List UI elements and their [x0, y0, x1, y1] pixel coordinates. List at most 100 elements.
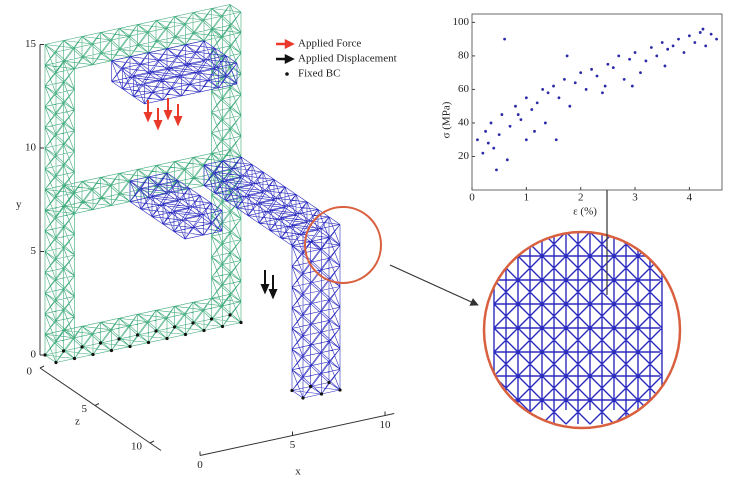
fixed-bc-dot	[73, 357, 76, 360]
scatter-point	[688, 34, 691, 37]
legend-dot	[285, 72, 289, 76]
x-axis-label: ε (%)	[573, 206, 597, 218]
scatter-point	[517, 113, 520, 116]
scatter-point	[585, 88, 588, 91]
scatter-point	[702, 28, 705, 31]
scatter-point	[639, 71, 642, 74]
force-arrow	[145, 100, 151, 120]
scatter-point	[693, 41, 696, 44]
scatter-point	[503, 38, 506, 41]
scatter-point	[500, 113, 503, 116]
scatter-point	[547, 91, 550, 94]
fixed-bc-dot	[338, 388, 341, 391]
fixed-bc-dot	[54, 361, 57, 364]
scatter-point	[677, 38, 680, 41]
scatter-point	[699, 31, 702, 34]
z-tick-label: 5	[82, 403, 88, 415]
legend-label: Applied Displacement	[298, 53, 397, 65]
scatter-point	[672, 44, 675, 47]
fixed-bc-dot	[239, 321, 242, 324]
scatter-point	[555, 138, 558, 141]
scatter-point	[715, 38, 718, 41]
fixed-bc-dot	[320, 392, 323, 395]
y-tick-label: 10	[25, 142, 37, 154]
scatter-point	[596, 75, 599, 78]
scatter-point	[664, 65, 667, 68]
x-tick-label: 3	[632, 192, 638, 204]
scatter-point	[655, 55, 658, 58]
fixed-bc-dot	[202, 329, 205, 332]
y-axis-label: y	[16, 199, 22, 211]
scatter-point	[661, 41, 664, 44]
scatter-point	[506, 158, 509, 161]
scatter-point	[514, 105, 517, 108]
scatter-point	[604, 85, 607, 88]
fixed-bc-dot	[110, 349, 113, 352]
fixed-bc-dot	[210, 317, 213, 320]
scatter-point	[530, 108, 533, 111]
zoom-lines	[494, 232, 662, 424]
z-tick-label: 0	[27, 366, 33, 378]
x-tick-label: 0	[469, 192, 475, 204]
displacement-arrow	[270, 275, 276, 297]
scatter-point	[525, 96, 528, 99]
legend-label: Applied Force	[298, 38, 361, 50]
fixed-bc-dot	[117, 337, 120, 340]
scatter-point	[566, 55, 569, 58]
fixed-bc-dot	[128, 345, 131, 348]
fixed-bc-dot	[62, 349, 65, 352]
fixed-bc-dot	[154, 329, 157, 332]
fixed-bc-dot	[191, 321, 194, 324]
scatter-point	[617, 55, 620, 58]
x-tick-label: 2	[578, 192, 584, 204]
fixed-bc-dot	[221, 325, 224, 328]
scatter-point	[552, 85, 555, 88]
scatter-point	[481, 152, 484, 155]
scatter-point	[476, 138, 479, 141]
scatter-point	[563, 78, 566, 81]
scatter-point	[574, 81, 577, 84]
y-axis-label: σ (MPa)	[441, 101, 453, 138]
y-tick-label: 0	[31, 349, 37, 361]
z-tick	[95, 404, 99, 406]
scatter-point	[536, 101, 539, 104]
x-axis-label: x	[295, 466, 301, 478]
z-tick	[150, 441, 154, 443]
x-tick-label: 4	[687, 192, 693, 204]
scatter-point	[683, 51, 686, 54]
scatter-point	[495, 168, 498, 171]
fixed-bc-dot	[80, 345, 83, 348]
fixed-bc-dot	[290, 389, 293, 392]
y-tick-label: 5	[31, 245, 37, 257]
y-tick-label: 40	[458, 116, 470, 128]
fixed-bc-dot	[147, 341, 150, 344]
scatter-point	[558, 96, 561, 99]
scatter-point	[579, 71, 582, 74]
x-tick-label: 10	[380, 419, 392, 431]
x-tick-label: 1	[524, 192, 530, 204]
fixed-bc-dot	[327, 381, 330, 384]
fixed-bc-dot	[184, 333, 187, 336]
scatter-point	[601, 91, 604, 94]
force-arrow	[155, 108, 161, 128]
x-axis	[200, 414, 394, 456]
scatter-point	[628, 58, 631, 61]
scatter-point	[634, 51, 637, 54]
scatter-point	[484, 130, 487, 133]
scatter-point	[666, 48, 669, 51]
x-tick-label: 5	[290, 439, 296, 451]
scatter-point	[520, 118, 523, 121]
scatter-point	[541, 88, 544, 91]
scatter-point	[590, 68, 593, 71]
y-tick-label: 15	[25, 38, 37, 50]
y-tick-label: 80	[458, 49, 470, 61]
displacement-arrow	[262, 270, 268, 292]
scatter-point	[568, 105, 571, 108]
fixed-bc-dot	[91, 353, 94, 356]
figure: 051015y0510z0510x Applied ForceApplied D…	[0, 0, 729, 488]
lattice	[43, 5, 478, 400]
scatter-point	[631, 85, 634, 88]
legend-arrow	[276, 41, 292, 47]
